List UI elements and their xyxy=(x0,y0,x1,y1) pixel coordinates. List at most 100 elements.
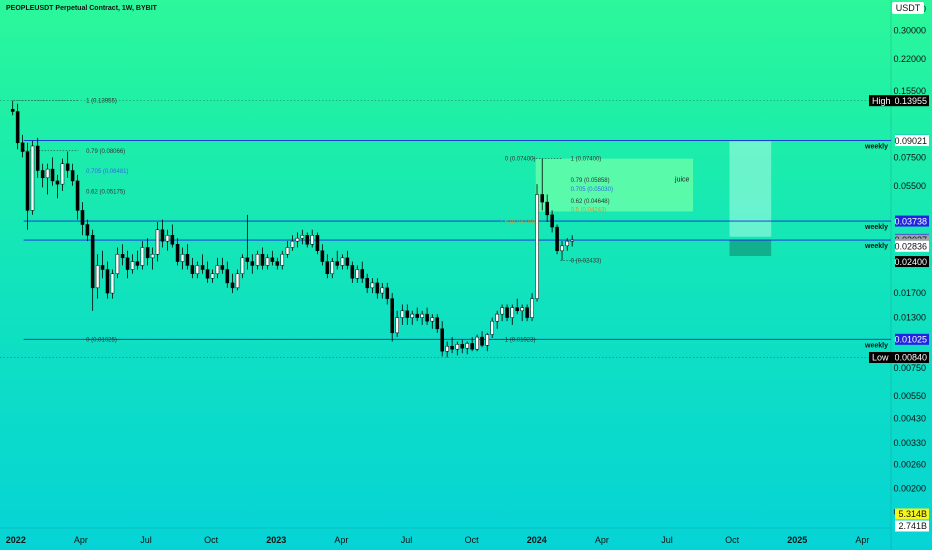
candle-up xyxy=(165,235,170,242)
candle-up xyxy=(290,240,295,248)
fib-right-label: 0.79 (0.05858) xyxy=(571,178,610,184)
candle-up xyxy=(330,261,335,275)
price-tick-label: 0.22000 xyxy=(893,54,926,64)
fib-left-label: 0.62 (0.05175) xyxy=(86,189,125,195)
candle-up xyxy=(530,298,534,318)
candle-down xyxy=(100,265,105,270)
candle-down xyxy=(190,265,195,275)
candle-down xyxy=(90,235,95,289)
fib-right-label: 0 (0.07400) xyxy=(505,157,536,163)
candle-up xyxy=(495,313,499,322)
candle-down xyxy=(15,111,20,144)
candle-down xyxy=(85,224,90,236)
candle-up xyxy=(265,257,270,266)
price-tag-bg xyxy=(895,333,929,345)
time-tick-label: 2022 xyxy=(6,535,26,545)
fib-right-label: 0.5 (0.04243) xyxy=(571,207,607,213)
price-tick-label: 0.15500 xyxy=(893,86,926,96)
price-tag-value: 0.01025 xyxy=(894,335,927,345)
candle-up xyxy=(110,273,115,294)
price-tick-label: 0.01300 xyxy=(893,313,926,323)
candle-down xyxy=(440,328,444,352)
candle-up xyxy=(395,317,399,334)
candle-up xyxy=(510,307,515,318)
candle-down xyxy=(460,344,465,349)
candle-down xyxy=(275,261,280,266)
candle-up xyxy=(535,194,539,299)
price-tick-label: 0.30000 xyxy=(893,26,926,36)
price-tag-value: 0.02400 xyxy=(894,257,927,267)
candle-down xyxy=(320,250,325,262)
candle-up xyxy=(370,282,375,289)
candle-down xyxy=(105,269,110,294)
candle-down xyxy=(120,253,125,259)
price-tick-label: 0.00550 xyxy=(893,391,926,401)
candle-down xyxy=(505,307,509,318)
candle-down xyxy=(365,277,369,289)
candle-down xyxy=(550,214,554,228)
candle-up xyxy=(255,253,260,266)
time-tick-label: Jul xyxy=(401,535,413,545)
candle-up xyxy=(295,237,300,242)
price-tick-label: 0.00430 xyxy=(893,414,926,424)
candle-down xyxy=(170,235,175,245)
candle-down xyxy=(525,307,529,318)
time-tick-label: 2023 xyxy=(266,535,286,545)
time-tick-label: Oct xyxy=(204,535,219,545)
candle-down xyxy=(470,343,474,350)
price-tag-value: 0.02836 xyxy=(894,242,927,252)
candle-up xyxy=(355,269,360,279)
price-tag-value: 0.09021 xyxy=(894,136,927,146)
candle-down xyxy=(375,282,380,294)
fib-left-label: 0.79 (0.08066) xyxy=(86,149,125,155)
fib-left-label: 0 (0.01025) xyxy=(86,337,117,343)
time-tick-label: 2025 xyxy=(787,535,807,545)
projection-stop-box xyxy=(729,239,772,257)
time-tick-label: Apr xyxy=(74,535,88,545)
candle-down xyxy=(360,269,365,279)
candle-up xyxy=(420,313,424,318)
candle-down xyxy=(270,257,275,262)
time-tick-label: Jul xyxy=(661,535,673,545)
price-tags: 0.13955High0.090370.090210.037380.030580… xyxy=(869,95,929,532)
target-zone-label: juice xyxy=(674,177,690,184)
time-tick-label: Oct xyxy=(465,535,480,545)
candle-down xyxy=(135,261,140,266)
candle-down xyxy=(245,257,250,262)
volume-tag-bg xyxy=(895,508,929,520)
candle-down xyxy=(390,298,394,334)
candle-down xyxy=(145,247,150,259)
time-tick-label: Apr xyxy=(334,535,348,545)
fib-right-label: 1.6 (0.03719) xyxy=(500,220,536,226)
fib-right-label: 0.705 (0.05030) xyxy=(571,187,613,193)
candle-up xyxy=(180,253,185,262)
candle-up xyxy=(30,145,35,211)
candle-down xyxy=(185,253,190,266)
candle-up xyxy=(465,343,469,349)
fib-layer: 1 (0.13955) 0.79 (0.08066) 0.705 (0.06481)… xyxy=(0,99,891,358)
candle-up xyxy=(400,310,405,318)
candle-up xyxy=(285,247,290,255)
candle-down xyxy=(55,180,60,185)
volume-tag-bg xyxy=(895,520,929,532)
candle-up xyxy=(210,273,215,279)
price-tick-label: 0.01700 xyxy=(893,288,926,298)
candle-up xyxy=(475,336,479,350)
price-tick-label: 0.05500 xyxy=(893,181,926,191)
candle-down xyxy=(405,310,410,318)
candle-up xyxy=(570,239,574,242)
candle-down xyxy=(35,145,40,171)
candle-down xyxy=(80,210,85,225)
time-tick-label: Oct xyxy=(725,535,740,545)
candle-up xyxy=(310,235,315,245)
candle-up xyxy=(445,345,449,352)
candle-up xyxy=(560,245,564,252)
currency-badge[interactable]: USDT xyxy=(892,2,924,14)
price-tag-bg xyxy=(895,351,929,363)
price-tag-prefix: Low xyxy=(872,353,889,363)
candle-down xyxy=(125,257,130,270)
candle-down xyxy=(385,287,390,299)
candle-down xyxy=(325,261,330,275)
candle-down xyxy=(515,307,520,312)
currency-badge-bg xyxy=(892,2,924,14)
